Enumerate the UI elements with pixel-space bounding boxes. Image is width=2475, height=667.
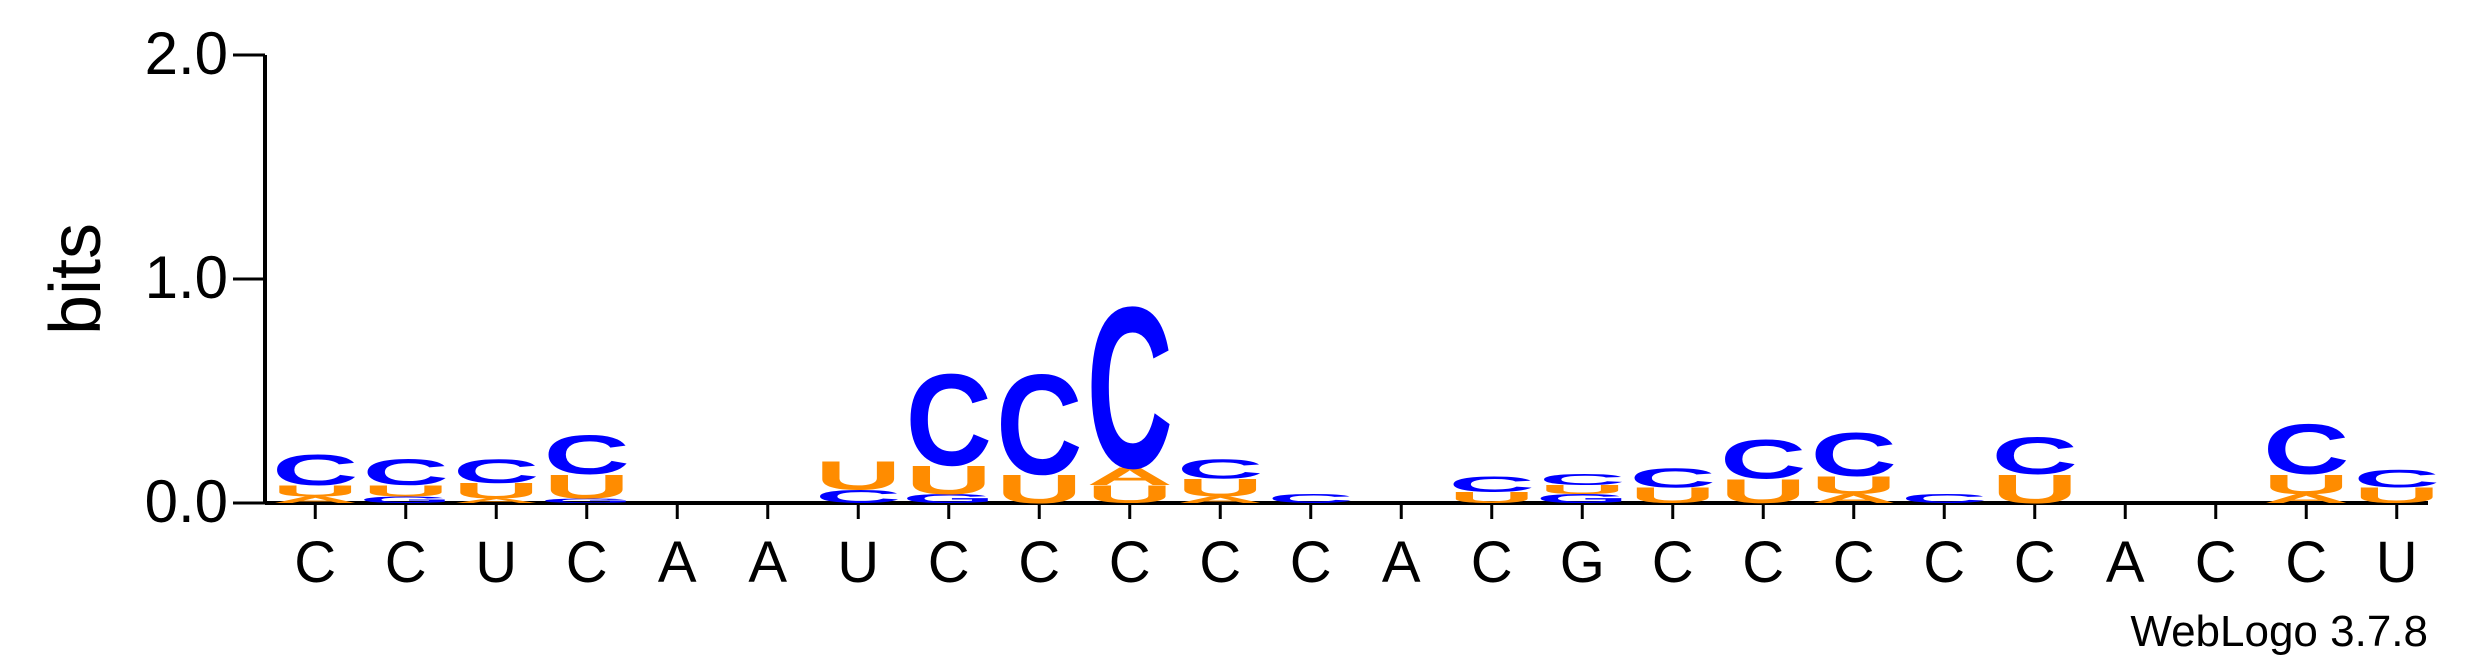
- x-tick-label: C: [385, 530, 427, 595]
- logo-glyph-c: C: [1630, 462, 1716, 493]
- logo-glyph-c: C: [363, 451, 449, 493]
- x-tick-label: G: [1560, 530, 1605, 595]
- logo-glyph-u: U: [1992, 466, 2078, 511]
- logo-glyph-c: C: [1449, 472, 1535, 496]
- x-tick-label: U: [837, 530, 879, 595]
- x-tick-label: C: [1652, 530, 1694, 595]
- logo-glyph-a: A: [1087, 463, 1173, 491]
- logo-glyph-c: C: [544, 423, 630, 485]
- logo-glyph-u: U: [2354, 483, 2440, 507]
- x-tick-label: U: [2376, 530, 2418, 595]
- x-tick-label: C: [1471, 530, 1513, 595]
- x-tick-label: C: [566, 530, 608, 595]
- logo-glyph-c: C: [996, 345, 1082, 505]
- logo-glyph-a: A: [2263, 492, 2349, 506]
- x-tick-label: C: [1109, 530, 1151, 595]
- logo-glyph-u: U: [1720, 472, 1806, 511]
- logo-glyph-a: A: [453, 497, 539, 504]
- logo-glyph-u: U: [906, 457, 992, 502]
- x-tick-label: A: [1382, 530, 1421, 595]
- y-axis: 2.0 1.0 0.0 bits: [36, 20, 267, 535]
- logo-glyph-u: U: [453, 479, 539, 503]
- logo-glyph-c: C: [1087, 259, 1173, 516]
- logo-glyph-u: U: [544, 467, 630, 506]
- logo-glyph-c: C: [2263, 409, 2349, 489]
- x-tick-label: C: [2014, 530, 2056, 595]
- logo-glyph-a: A: [1811, 492, 1897, 506]
- logo-glyph-c: C: [1268, 492, 1354, 506]
- logo-glyph-c: C: [1992, 426, 2078, 486]
- logo-glyph-c: C: [1901, 492, 1987, 506]
- logo-glyph-u: U: [1087, 481, 1173, 509]
- logo-glyph-g: G: [1536, 492, 1629, 506]
- y-tick-label: 2.0: [145, 20, 228, 87]
- x-tick-label: A: [2106, 530, 2145, 595]
- x-tick-label: A: [658, 530, 697, 595]
- logo-glyph-g: G: [359, 495, 452, 505]
- logo-glyph-c: C: [272, 446, 358, 494]
- logo-glyph-c: C: [453, 452, 539, 491]
- logo-glyph-u: U: [1811, 472, 1897, 500]
- logo-glyph-c: C: [2354, 465, 2440, 493]
- logo-glyph-u: U: [815, 453, 901, 498]
- logo-glyph-c: C: [1811, 421, 1897, 490]
- logo-glyph-c: C: [1720, 428, 1806, 490]
- logo-glyph-u: U: [363, 482, 449, 499]
- credit-text: WebLogo 3.7.8: [2130, 607, 2428, 656]
- logo-glyph-a: A: [272, 495, 358, 505]
- x-tick-label: C: [1018, 530, 1060, 595]
- logo-glyph-u: U: [272, 482, 358, 499]
- logo-glyph-c: C: [815, 486, 901, 507]
- x-tick-label: U: [475, 530, 517, 595]
- logo-glyph-u: U: [1449, 489, 1535, 506]
- y-tick-label: 0.0: [145, 468, 228, 535]
- x-tick-label: C: [1742, 530, 1784, 595]
- y-tick-label: 1.0: [145, 244, 228, 311]
- logo-glyph-g: G: [902, 492, 995, 506]
- x-tick-label: C: [928, 530, 970, 595]
- x-tick-label: C: [1290, 530, 1332, 595]
- x-tick-label: C: [2195, 530, 2237, 595]
- y-axis-label: bits: [36, 223, 116, 335]
- x-tick-label: C: [1199, 530, 1241, 595]
- logo-glyph-u: U: [1630, 483, 1716, 507]
- x-tick-label: C: [1923, 530, 1965, 595]
- logo-glyph-a: A: [1177, 495, 1263, 505]
- logo-glyph-c: C: [906, 347, 992, 493]
- x-tick-label: C: [1833, 530, 1875, 595]
- x-tick-label: C: [2285, 530, 2327, 595]
- logo-glyph-g: G: [540, 497, 633, 504]
- logo-glyph-c: C: [1177, 453, 1263, 484]
- logo-glyph-c: C: [1539, 471, 1625, 488]
- logo-glyph-u: U: [2263, 469, 2349, 500]
- logo-glyph-u: U: [1539, 483, 1625, 497]
- x-tick-label: C: [294, 530, 336, 595]
- logo-glyph-u: U: [1177, 474, 1263, 502]
- logo-glyph-u: U: [996, 466, 1082, 511]
- x-tick-label: A: [748, 530, 787, 595]
